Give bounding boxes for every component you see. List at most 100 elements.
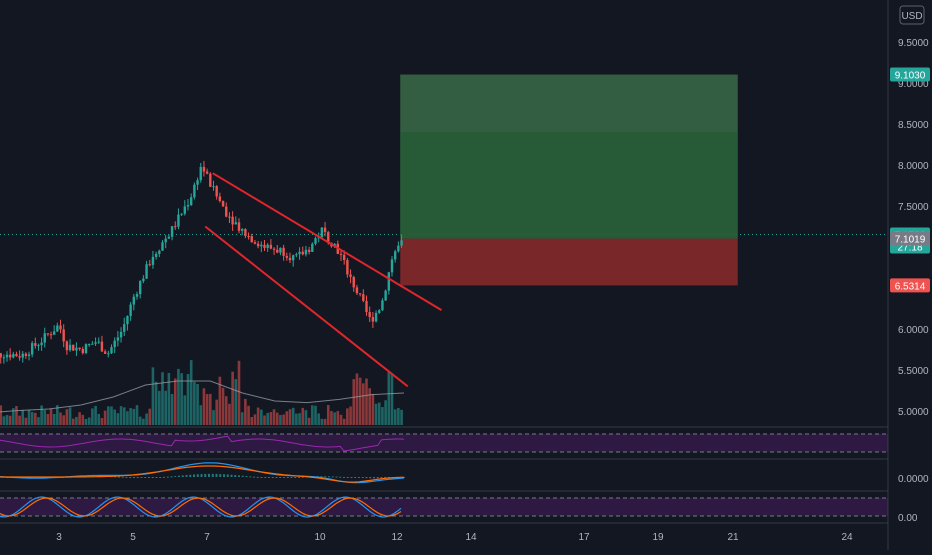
price-tick-label: 9.5000 (898, 38, 929, 49)
volume-bar (158, 390, 161, 425)
candle-body (103, 351, 107, 354)
macd-signal-line (0, 465, 405, 483)
candle-body (346, 260, 349, 275)
stop-zone[interactable] (400, 238, 738, 286)
macd-histogram-bar (279, 477, 282, 478)
candle-body (253, 242, 257, 244)
volume-bar (170, 394, 174, 425)
candle-body (37, 345, 40, 347)
candle-body (189, 197, 193, 206)
candle-body (272, 248, 276, 250)
candle-body (21, 353, 24, 358)
time-axis[interactable]: 3 5 7 10 12 14 17 19 21 24 (56, 532, 853, 543)
candle-body (174, 226, 177, 228)
candle-body (269, 244, 273, 249)
stoch-band (0, 498, 888, 516)
candle-body (260, 244, 263, 247)
volume-bar (183, 395, 187, 425)
macd-histogram-bar (181, 475, 184, 477)
candle-body (62, 329, 65, 342)
volume-bar (193, 381, 196, 425)
candle-body (221, 201, 225, 207)
volume-bar (186, 374, 190, 425)
price-marker-label: 6.5314 (895, 281, 926, 292)
volume-bar (43, 410, 47, 425)
price-marker[interactable]: 9.1030 (890, 67, 930, 82)
trendlines[interactable] (204, 172, 443, 388)
volume-bar (260, 409, 263, 425)
price-marker-box (890, 231, 930, 246)
volume-bar (129, 408, 132, 425)
volume-bar (352, 379, 356, 425)
macd-histogram-bar (155, 477, 158, 478)
candle-body (56, 325, 59, 332)
candle-body (215, 186, 218, 197)
macd-histogram-bar (331, 476, 334, 478)
candle-body (52, 331, 56, 335)
volume-bar (358, 377, 362, 425)
candle-body (167, 236, 171, 239)
volume-bar (119, 406, 123, 425)
volume-bar (154, 381, 158, 425)
volume-bar (167, 372, 171, 425)
volume-bar (371, 393, 375, 425)
position-zones[interactable] (400, 74, 738, 286)
macd-histogram-bar (230, 474, 233, 477)
volume-bar (49, 408, 53, 425)
price-marker-label: 9.1030 (895, 71, 926, 82)
macd-histogram-bar (151, 477, 154, 478)
price-axis[interactable]: 9.50009.00008.50008.00007.50007.00006.50… (890, 38, 930, 524)
candle-body (43, 333, 46, 343)
macd-histogram-bar (166, 476, 169, 478)
volume-bar (228, 403, 231, 425)
trendline-lower[interactable] (204, 225, 409, 388)
volume-bar (307, 417, 311, 425)
trendline-upper[interactable] (212, 172, 443, 311)
volume-bar (279, 415, 282, 425)
volume-bar (103, 410, 107, 425)
currency-badge[interactable]: USD (899, 5, 925, 25)
price-marker[interactable]: 7.1019 (890, 231, 930, 246)
macd-histogram-bar (208, 473, 210, 477)
candle-body (72, 344, 75, 351)
volume-bar (122, 407, 126, 425)
volume-bars (0, 360, 405, 425)
macd-histogram-bar (358, 477, 360, 478)
volume-bar (224, 396, 228, 425)
volume-bar (189, 360, 193, 425)
macd-histogram-bar (283, 477, 285, 478)
time-tick-label: 24 (841, 532, 853, 543)
candle-body (355, 287, 359, 294)
time-tick-label: 3 (56, 532, 62, 543)
candle-body (65, 341, 69, 351)
volume-bar (384, 400, 387, 425)
volume-bar (218, 376, 222, 425)
candle-body (196, 180, 199, 185)
price-marker-label: 7.1019 (895, 235, 926, 246)
price-tick-label: 9.0000 (898, 79, 929, 90)
candle-body (250, 236, 253, 243)
macd-histogram-bar (264, 477, 267, 478)
volume-bar (56, 405, 59, 425)
volume-bar (365, 378, 368, 425)
volume-bar (244, 398, 247, 425)
rsi-band (0, 434, 888, 452)
volume-bar (336, 411, 340, 425)
volume-bar (250, 416, 254, 425)
macd-histogram-bar (301, 476, 304, 478)
candle-body (154, 253, 158, 257)
candle-body (393, 251, 397, 260)
price-marker[interactable]: 6.5314 (890, 278, 930, 293)
candle-body (339, 253, 343, 255)
macd-histogram-bar (286, 477, 289, 478)
candle-body (199, 166, 202, 181)
volume-bar (381, 407, 384, 425)
candle-body (218, 196, 222, 202)
volume-bar (107, 406, 110, 425)
volume-bar (311, 405, 314, 425)
candle-body (81, 349, 85, 354)
candle-body (129, 304, 132, 316)
volume-bar (231, 371, 234, 425)
